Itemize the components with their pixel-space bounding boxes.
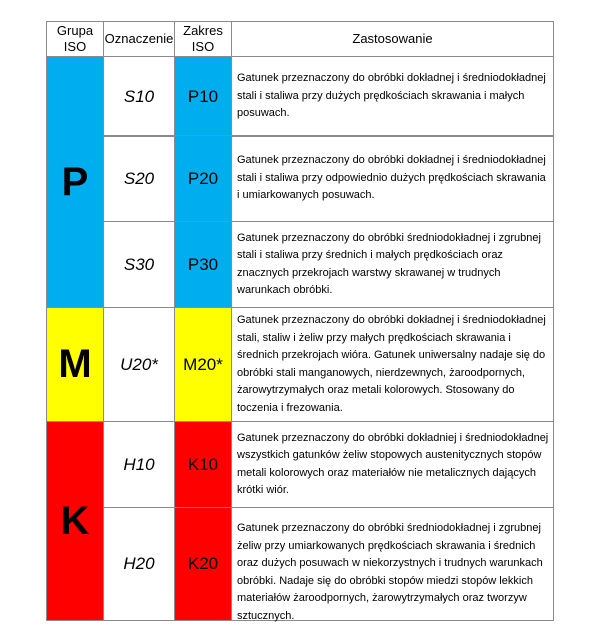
designation-cell: U20* xyxy=(103,307,175,422)
group-m: M xyxy=(46,307,104,422)
range-cell: M20* xyxy=(174,307,232,422)
header-range: Zakres ISO xyxy=(174,21,232,57)
range-cell: P10 xyxy=(174,56,232,137)
range-cell: P20 xyxy=(174,135,232,222)
header-application: Zastosowanie xyxy=(231,21,554,57)
range-cell: K10 xyxy=(174,421,232,508)
application-cell: Gatunek przeznaczony do obróbki dokładne… xyxy=(231,135,554,222)
application-cell: Gatunek przeznaczony do obróbki średniod… xyxy=(231,221,554,308)
header-designation: Oznaczenie xyxy=(103,21,175,57)
range-cell: P30 xyxy=(174,221,232,308)
designation-cell: S20 xyxy=(103,135,175,222)
designation-cell: S30 xyxy=(103,221,175,308)
group-p: P xyxy=(46,56,104,308)
application-cell: Gatunek przeznaczony do obróbki dokładni… xyxy=(231,421,554,508)
range-cell: K20 xyxy=(174,507,232,621)
application-cell: Gatunek przeznaczony do obróbki dokładne… xyxy=(231,307,554,422)
header-group: Grupa ISO xyxy=(46,21,104,57)
group-k: K xyxy=(46,421,104,621)
application-cell: Gatunek przeznaczony do obróbki dokładne… xyxy=(231,56,554,137)
designation-cell: S10 xyxy=(103,56,175,137)
designation-cell: H20 xyxy=(103,507,175,621)
application-cell: Gatunek przeznaczony do obróbki średniod… xyxy=(231,507,554,622)
designation-cell: H10 xyxy=(103,421,175,508)
